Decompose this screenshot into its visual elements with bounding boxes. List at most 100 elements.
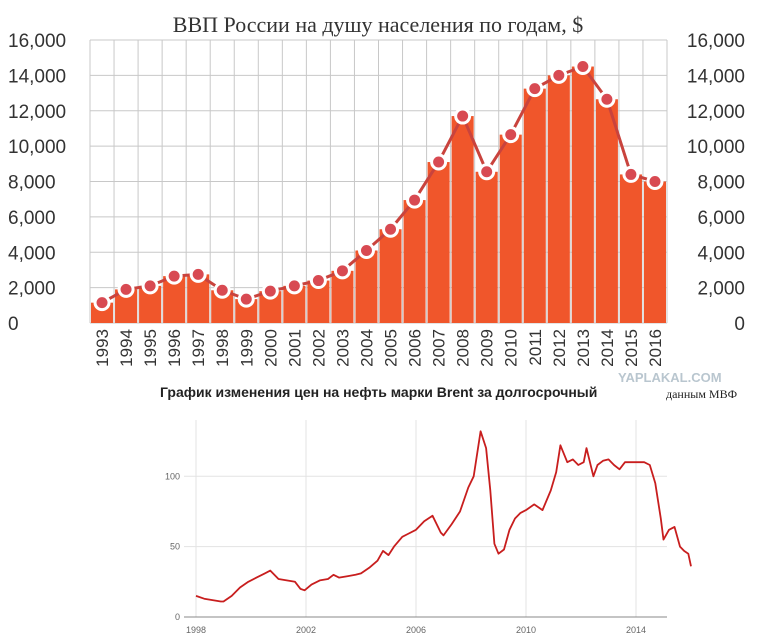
oil-x-axis: 1998 2002 2006 2010 2014 <box>186 625 646 635</box>
gdp-point-marker <box>165 267 183 285</box>
oil-chart: 0 50 100 1998 2002 2006 2010 2014 <box>165 420 692 635</box>
gdp-point-marker <box>93 294 111 312</box>
gdp-x-tick-label: 1999 <box>237 329 256 367</box>
gdp-chart: ВВП России на душу населения по годам, $… <box>8 12 745 367</box>
gdp-bar <box>379 229 402 323</box>
source-note: данным МВФ <box>666 387 737 401</box>
gdp-x-tick-label: 2015 <box>622 329 641 367</box>
gdp-bar <box>595 99 618 323</box>
gdp-y-tick-label-left: 8,000 <box>8 173 56 194</box>
gdp-point-marker <box>502 126 520 144</box>
gdp-point-marker <box>598 90 616 108</box>
gdp-bar <box>307 280 330 323</box>
oil-series <box>195 430 692 603</box>
gdp-x-axis: 1993 1994 1995 1996 1997 1998 1999 2000 2001 2002… <box>93 329 665 367</box>
gdp-bar <box>259 291 282 323</box>
gdp-x-tick-label: 2002 <box>309 329 328 367</box>
gdp-point-marker <box>406 191 424 209</box>
gdp-bar <box>523 88 546 323</box>
oil-price-line <box>195 430 692 603</box>
gdp-x-tick-label: 2013 <box>574 329 593 367</box>
gdp-y-tick-label-right: 10,000 <box>687 137 745 158</box>
gdp-y-tick-label-left: 4,000 <box>8 243 56 264</box>
gdp-point-marker <box>382 220 400 238</box>
oil-x-tick-label: 1998 <box>186 625 206 635</box>
gdp-x-tick-label: 1995 <box>141 329 160 367</box>
gdp-chart-title: ВВП России на душу населения по годам, $ <box>173 12 583 37</box>
gdp-bar <box>547 75 570 323</box>
gdp-y-tick-label-right: 6,000 <box>697 208 745 229</box>
gdp-y-tick-label-right: 8,000 <box>697 173 745 194</box>
oil-grid <box>184 420 667 618</box>
gdp-point-marker <box>550 66 568 84</box>
oil-y-tick-label: 50 <box>170 542 180 552</box>
gdp-x-tick-label: 2001 <box>285 329 304 367</box>
oil-x-tick-label: 2014 <box>626 625 646 635</box>
gdp-x-tick-label: 1997 <box>189 329 208 367</box>
gdp-bar <box>427 162 450 323</box>
gdp-point-marker <box>237 290 255 308</box>
gdp-bar <box>355 250 378 323</box>
gdp-point-marker <box>646 173 664 190</box>
gdp-bar <box>499 134 522 323</box>
gdp-x-tick-label: 2003 <box>333 329 352 367</box>
oil-y-axis: 0 50 100 <box>165 471 180 622</box>
gdp-y-tick-label-left: 2,000 <box>8 279 56 300</box>
gdp-point-marker <box>189 265 207 283</box>
gdp-point-marker <box>117 280 135 298</box>
gdp-x-tick-label: 1998 <box>213 329 232 367</box>
oil-y-tick-label: 100 <box>165 471 180 481</box>
gdp-bar <box>619 174 642 323</box>
gdp-x-tick-label: 2016 <box>646 329 665 367</box>
oil-chart-title: График изменения цен на нефть марки Bren… <box>160 384 597 400</box>
gdp-bar <box>643 181 666 323</box>
watermark-text: YAPLAKAL.COM <box>618 370 722 385</box>
gdp-point-marker <box>526 80 544 98</box>
gdp-x-tick-label: 1994 <box>117 329 136 367</box>
gdp-x-tick-label: 2004 <box>357 329 376 367</box>
gdp-y-tick-label-right: 14,000 <box>687 66 745 87</box>
gdp-bar <box>139 285 162 323</box>
gdp-bar <box>475 171 498 323</box>
gdp-bar <box>115 289 138 323</box>
gdp-point-marker <box>141 277 159 295</box>
gdp-point-marker <box>430 153 448 171</box>
gdp-point-marker <box>333 262 351 280</box>
gdp-y-tick-label-left: 16,000 <box>8 31 66 52</box>
gdp-bar <box>283 285 306 323</box>
gdp-x-tick-label: 2007 <box>430 329 449 367</box>
gdp-y-tick-label-left: 10,000 <box>8 137 66 158</box>
gdp-x-tick-label: 2011 <box>526 329 545 366</box>
gdp-point-marker <box>574 58 592 76</box>
gdp-x-tick-label: 2005 <box>382 329 401 367</box>
gdp-bar <box>403 200 426 323</box>
gdp-point-marker <box>309 272 327 290</box>
gdp-x-tick-label: 2012 <box>550 329 569 367</box>
gdp-bar <box>211 290 234 323</box>
gdp-x-tick-label: 2006 <box>406 329 425 367</box>
gdp-x-tick-label: 2010 <box>502 329 521 367</box>
gdp-point-marker <box>357 241 375 259</box>
gdp-y-tick-label-right: 4,000 <box>697 243 745 264</box>
gdp-point-marker <box>622 165 640 183</box>
gdp-x-tick-label: 2014 <box>598 329 617 367</box>
gdp-point-marker <box>454 107 472 125</box>
gdp-y-tick-label-left: 14,000 <box>8 66 66 87</box>
gdp-x-tick-label: 2009 <box>478 329 497 367</box>
gdp-y-tick-label-right: 2,000 <box>697 279 745 300</box>
gdp-point-marker <box>478 163 496 181</box>
gdp-bar <box>451 116 474 324</box>
gdp-y-tick-label-left: 6,000 <box>8 208 56 229</box>
gdp-markers <box>93 58 664 312</box>
oil-x-tick-label: 2010 <box>516 625 536 635</box>
gdp-point-marker <box>261 282 279 300</box>
gdp-y-tick-label-right: 12,000 <box>687 102 745 123</box>
gdp-point-marker <box>285 277 303 295</box>
gdp-x-tick-label: 2000 <box>261 329 280 367</box>
gdp-bar <box>187 274 210 323</box>
gdp-bars <box>91 66 666 324</box>
gdp-bar <box>571 66 594 323</box>
gdp-y-tick-label-right: 16,000 <box>687 31 745 52</box>
gdp-bar <box>331 270 354 323</box>
